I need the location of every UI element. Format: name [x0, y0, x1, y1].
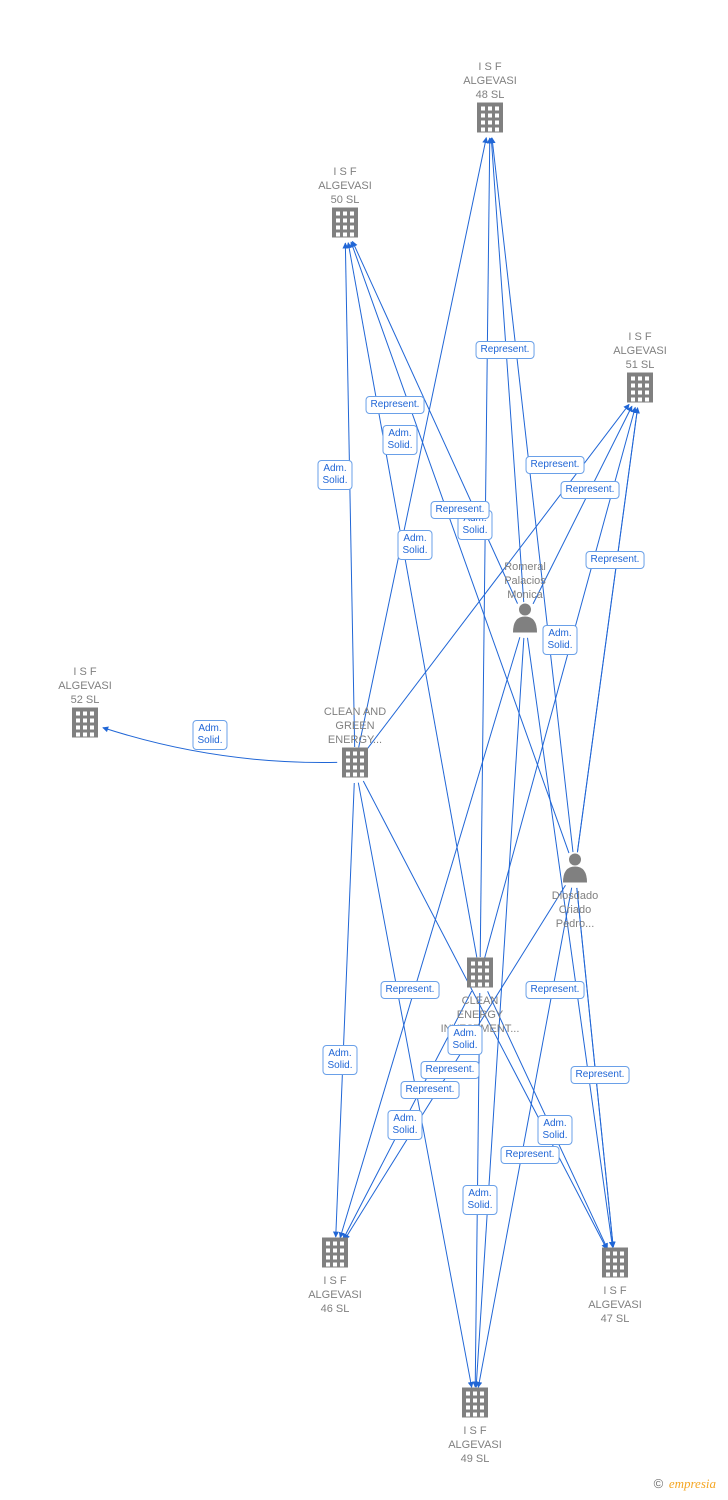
edge [352, 241, 517, 603]
edge [488, 991, 608, 1248]
edge [336, 783, 355, 1237]
edge [340, 637, 520, 1238]
edge [345, 885, 566, 1239]
edge [348, 243, 477, 958]
edge [480, 138, 490, 957]
copyright-symbol: © [654, 1476, 664, 1491]
edge [577, 888, 613, 1247]
edge [103, 728, 337, 763]
edge [358, 783, 471, 1388]
network-canvas [0, 0, 728, 1500]
edge [533, 406, 632, 604]
edge [492, 138, 573, 852]
edge [577, 408, 637, 852]
edge [366, 404, 629, 750]
edge [345, 243, 354, 747]
edge [475, 993, 480, 1387]
edge [485, 407, 636, 957]
edge [527, 638, 612, 1247]
edge [491, 138, 523, 602]
edge [363, 781, 606, 1249]
edge [351, 242, 569, 853]
footer-credit: © empresia [654, 1476, 716, 1492]
brand-name: empresia [669, 1476, 716, 1491]
edge [343, 991, 471, 1239]
